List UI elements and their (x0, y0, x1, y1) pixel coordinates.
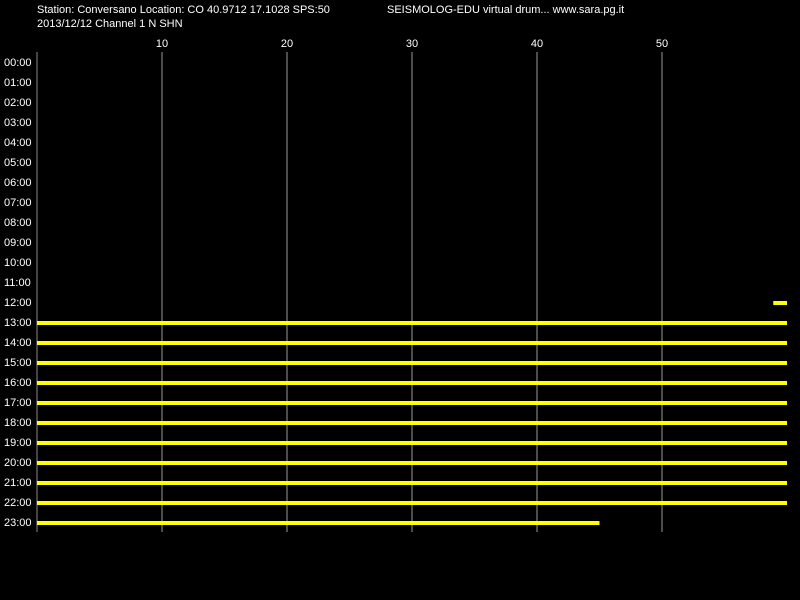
row-label: 18:00 (4, 417, 32, 429)
trace (773, 301, 787, 305)
row-label: 12:00 (4, 297, 32, 309)
trace (37, 501, 787, 505)
row-label: 19:00 (4, 437, 32, 449)
row-label: 23:00 (4, 517, 32, 529)
row-label: 21:00 (4, 477, 32, 489)
trace (37, 441, 787, 445)
row-label: 10:00 (4, 257, 32, 269)
x-tick-label: 30 (406, 38, 418, 50)
row-label: 22:00 (4, 497, 32, 509)
row-label: 04:00 (4, 137, 32, 149)
row-label: 15:00 (4, 357, 32, 369)
row-label: 20:00 (4, 457, 32, 469)
row-label: 07:00 (4, 197, 32, 209)
trace (37, 481, 787, 485)
row-label: 06:00 (4, 177, 32, 189)
row-label: 00:00 (4, 57, 32, 69)
row-label: 14:00 (4, 337, 32, 349)
trace (37, 321, 787, 325)
trace (37, 341, 787, 345)
row-label: 01:00 (4, 77, 32, 89)
x-tick-label: 20 (281, 38, 293, 50)
header-right: SEISMOLOG-EDU virtual drum... www.sara.p… (387, 4, 624, 16)
trace (37, 521, 600, 525)
row-label: 11:00 (4, 277, 31, 289)
trace (37, 461, 787, 465)
trace (37, 381, 787, 385)
trace (37, 401, 787, 405)
row-label: 09:00 (4, 237, 32, 249)
x-tick-label: 40 (531, 38, 543, 50)
trace (37, 361, 787, 365)
trace (37, 421, 787, 425)
row-label: 03:00 (4, 117, 32, 129)
row-label: 02:00 (4, 97, 32, 109)
x-tick-label: 10 (156, 38, 168, 50)
row-label: 08:00 (4, 217, 32, 229)
row-label: 13:00 (4, 317, 32, 329)
chart-subtitle: 2013/12/12 Channel 1 N SHN (37, 18, 183, 30)
chart-title: Station: Conversano Location: CO 40.9712… (37, 4, 330, 16)
row-label: 05:00 (4, 157, 32, 169)
x-tick-label: 50 (656, 38, 668, 50)
row-label: 16:00 (4, 377, 32, 389)
row-label: 17:00 (4, 397, 32, 409)
